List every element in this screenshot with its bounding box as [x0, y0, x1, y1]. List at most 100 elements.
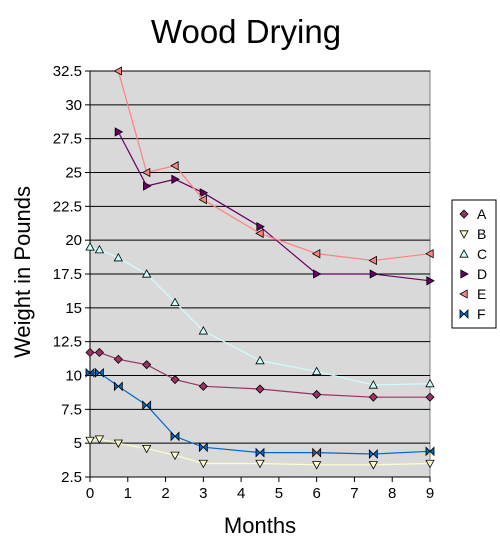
x-axis-ticks: 0 1 2 3 4 5 6 7 8 9 — [86, 477, 434, 502]
data-point — [170, 451, 180, 461]
data-point — [141, 444, 152, 454]
data-point — [170, 374, 180, 385]
y-tick-label: 2.5 — [61, 469, 82, 486]
data-point — [311, 249, 321, 259]
series-line — [117, 131, 431, 282]
data-point — [113, 252, 124, 262]
data-point — [312, 447, 322, 458]
data-point — [256, 221, 265, 232]
x-tick-label: 4 — [237, 485, 245, 502]
y-tick-label: 32.5 — [53, 63, 82, 80]
y-tick-label: 22.5 — [53, 198, 82, 215]
data-point — [198, 194, 207, 205]
data-point — [368, 255, 377, 266]
series-line — [90, 372, 431, 455]
legend-item: F — [459, 306, 486, 322]
data-point — [113, 381, 123, 392]
legend-marker — [459, 249, 469, 258]
chart-title: Wood Drying — [151, 13, 341, 50]
legend-marker — [460, 269, 469, 279]
y-axis-ticks: 2.5 5 7.5 10 12.5 15 17.5 20 22.5 25 27.5 30 32.5 — [53, 63, 90, 486]
y-tick-label: 12.5 — [53, 334, 82, 351]
data-point — [142, 400, 152, 411]
data-point — [368, 449, 378, 459]
data-point — [94, 347, 105, 358]
data-point — [368, 392, 378, 402]
data-point — [369, 269, 379, 279]
data-point — [311, 461, 322, 470]
data-point — [171, 174, 180, 184]
legend-marker — [459, 289, 468, 299]
data-point — [142, 360, 152, 370]
data-point — [85, 347, 95, 358]
data-point — [141, 269, 152, 278]
data-point — [85, 367, 95, 378]
data-point — [425, 392, 435, 402]
data-point — [113, 66, 122, 76]
data-point — [425, 446, 435, 457]
series-line — [89, 246, 431, 386]
data-point — [143, 181, 152, 191]
legend-label: D — [477, 266, 487, 282]
data-point — [255, 355, 265, 365]
legend-marker — [459, 230, 469, 239]
data-point — [425, 249, 434, 259]
legend-label: A — [477, 206, 487, 222]
x-tick-label: 9 — [426, 485, 434, 502]
x-tick-label: 7 — [350, 485, 358, 502]
legend-label: C — [477, 246, 487, 262]
x-tick-label: 2 — [161, 485, 169, 502]
data-point — [198, 442, 208, 453]
y-axis-label: Weight in Pounds — [10, 186, 35, 358]
data-point — [255, 384, 265, 394]
y-tick-label: 30 — [65, 97, 82, 114]
series-f — [85, 367, 435, 459]
x-tick-label: 5 — [275, 485, 283, 502]
data-point — [85, 242, 95, 251]
y-tick-label: 7.5 — [61, 401, 82, 418]
data-point — [170, 431, 180, 442]
x-tick-label: 0 — [86, 485, 94, 502]
series-layer — [85, 66, 435, 470]
data-point — [113, 439, 124, 448]
series-line — [90, 351, 430, 398]
legend-item: B — [459, 226, 486, 242]
data-point — [199, 188, 209, 198]
series-a — [85, 347, 435, 402]
y-tick-label: 25 — [65, 165, 82, 182]
y-tick-label: 10 — [65, 368, 82, 385]
data-point — [426, 276, 435, 286]
x-axis-label: Months — [224, 513, 296, 538]
series-e — [113, 66, 434, 266]
data-point — [425, 378, 435, 388]
data-point — [141, 167, 151, 178]
legend-item: D — [460, 266, 487, 282]
data-point — [85, 436, 95, 446]
legend-item: A — [459, 206, 487, 222]
series-line — [89, 438, 431, 466]
x-tick-label: 1 — [124, 485, 132, 502]
series-d — [114, 127, 435, 286]
legend-item: E — [459, 286, 486, 302]
data-point — [94, 244, 105, 254]
series-c — [85, 242, 435, 389]
data-point — [113, 354, 123, 364]
y-tick-label: 17.5 — [53, 266, 82, 283]
data-point — [95, 367, 104, 378]
y-tick-label: 5 — [74, 435, 82, 452]
data-point — [255, 459, 265, 469]
y-tick-label: 27.5 — [53, 131, 82, 148]
data-point — [312, 389, 322, 400]
y-tick-label: 20 — [65, 232, 82, 249]
data-point — [170, 297, 180, 307]
data-point — [368, 461, 379, 470]
data-point — [198, 326, 209, 335]
data-point — [425, 459, 435, 469]
data-point — [311, 366, 322, 376]
legend-marker — [459, 209, 469, 219]
series-b — [85, 435, 435, 470]
data-point — [368, 380, 379, 389]
data-point — [313, 269, 322, 279]
y-tick-label: 15 — [65, 300, 82, 317]
